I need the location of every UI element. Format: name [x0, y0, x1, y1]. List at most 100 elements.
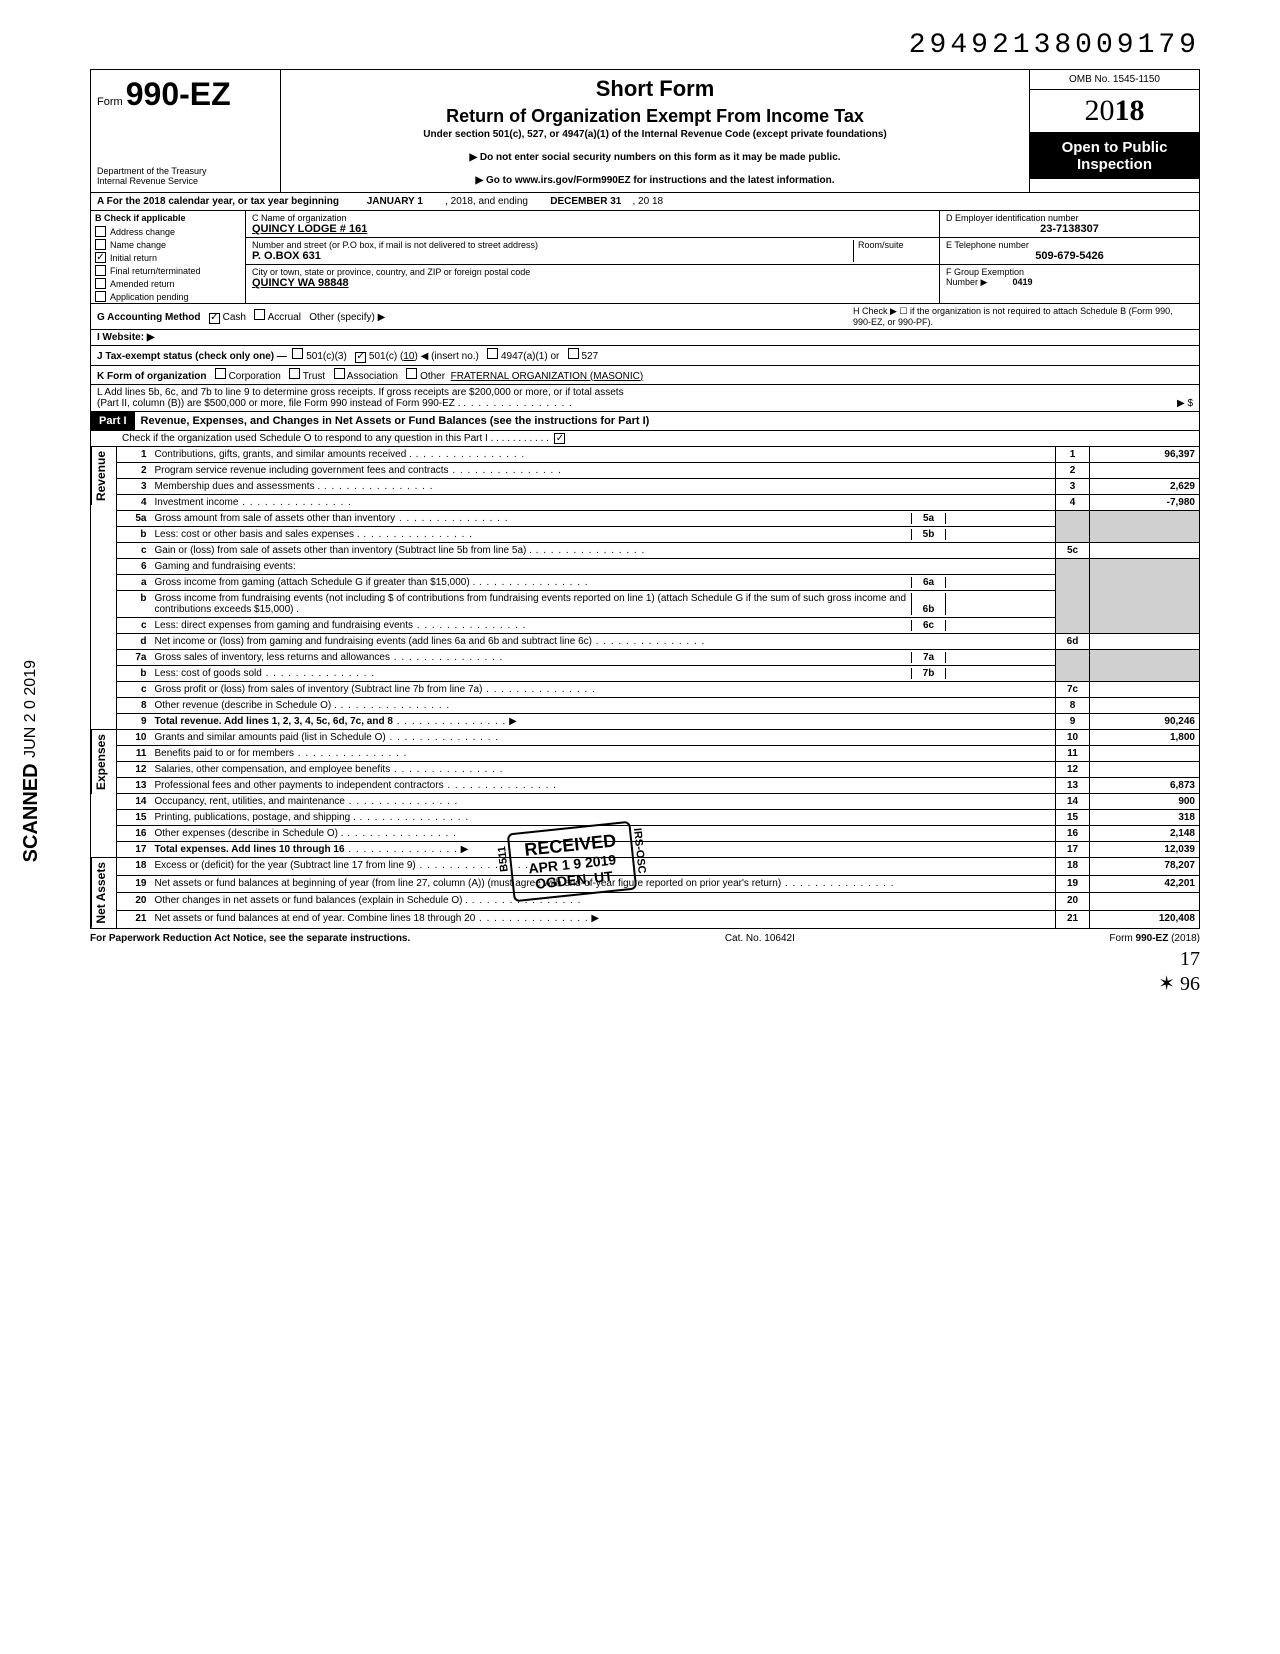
chk-application-pending[interactable]: Application pending [91, 290, 245, 303]
line-21: 21Net assets or fund balances at end of … [91, 910, 1200, 928]
page-footer: For Paperwork Reduction Act Notice, see … [90, 929, 1200, 948]
line-14: 14Occupancy, rent, utilities, and mainte… [91, 794, 1200, 810]
scanned-text: SCANNED [20, 763, 42, 862]
chk-name-change[interactable]: Name change [91, 238, 245, 251]
line-8: 8Other revenue (describe in Schedule O) … [91, 698, 1200, 714]
form-title: Return of Organization Exempt From Incom… [291, 106, 1019, 127]
chk-trust[interactable] [289, 368, 300, 379]
g-other: Other (specify) ▶ [309, 312, 385, 323]
line-19: 19Net assets or fund balances at beginni… [91, 875, 1200, 893]
part-i-badge: Part I [91, 412, 135, 430]
row-l-gross-receipts: L Add lines 5b, 6c, and 7b to line 9 to … [90, 385, 1200, 412]
j-insert-no: 10 [403, 351, 414, 362]
line-7b: bLess: cost of goods sold7b [91, 666, 1200, 682]
line-6d: dNet income or (loss) from gaming and fu… [91, 634, 1200, 650]
line-6c: cLess: direct expenses from gaming and f… [91, 618, 1200, 634]
chk-4947[interactable] [487, 348, 498, 359]
chk-cash[interactable]: ✓ [209, 313, 220, 324]
handwritten-96: ✶ 96 [90, 971, 1200, 996]
dept-line-2: Internal Revenue Service [97, 176, 274, 186]
col-b-checkboxes: B Check if applicable Address change Nam… [91, 211, 246, 303]
chk-final-return[interactable]: Final return/terminated [91, 264, 245, 277]
chk-amended-return[interactable]: Amended return [91, 277, 245, 290]
form-number: Form 990-EZ [97, 76, 274, 113]
line-11: 11Benefits paid to or for members11 [91, 746, 1200, 762]
line-1: Revenue 1Contributions, gifts, grants, a… [91, 447, 1200, 463]
scanned-date: JUN 2 0 2019 [22, 660, 39, 758]
line-5b: bLess: cost or other basis and sales exp… [91, 527, 1200, 543]
stamp-side-left: B511 [496, 846, 511, 873]
l-tail: ▶ $ [1177, 398, 1193, 409]
d-ein-label: D Employer identification number [946, 213, 1193, 223]
l-line1: L Add lines 5b, 6c, and 7b to line 9 to … [97, 387, 1193, 398]
line-5a: 5aGross amount from sale of assets other… [91, 511, 1200, 527]
row-g-h: G Accounting Method ✓ Cash Accrual Other… [90, 304, 1200, 330]
room-suite-label: Room/suite [853, 240, 933, 262]
chk-501c[interactable]: ✓ [355, 352, 366, 363]
received-stamp: B511 RECEIVED APR 1 9 2019 OGDEN, UT IRS… [507, 821, 638, 903]
footer-cat-no: Cat. No. 10642I [725, 933, 795, 944]
chk-assoc[interactable] [334, 368, 345, 379]
c-city-label: City or town, state or province, country… [252, 267, 933, 277]
line-6a: aGross income from gaming (attach Schedu… [91, 575, 1200, 591]
row-a-tax-year: A For the 2018 calendar year, or tax yea… [90, 193, 1200, 211]
chk-other-org[interactable] [406, 368, 417, 379]
line-15: 15Printing, publications, postage, and s… [91, 810, 1200, 826]
part-i-check-row: Check if the organization used Schedule … [90, 431, 1200, 448]
j-label: J Tax-exempt status (check only one) — [97, 351, 287, 362]
chk-schedule-o[interactable]: ✓ [554, 433, 565, 444]
k-label: K Form of organization [97, 371, 206, 382]
chk-corp[interactable] [215, 368, 226, 379]
row-k-form-org: K Form of organization Corporation Trust… [90, 366, 1200, 385]
omb-number: OMB No. 1545-1150 [1030, 70, 1199, 90]
g-label: G Accounting Method [97, 312, 201, 323]
scanned-stamp: SCANNED JUN 2 0 2019 [20, 660, 43, 862]
row-a-tail: , 20 18 [632, 196, 663, 207]
f-group-label: F Group Exemption [946, 267, 1024, 277]
part-i-header-row: Part I Revenue, Expenses, and Changes in… [90, 412, 1200, 431]
line-12: 12Salaries, other compensation, and empl… [91, 762, 1200, 778]
f-number-label: Number ▶ [946, 277, 987, 287]
line-9: 9Total revenue. Add lines 1, 2, 3, 4, 5c… [91, 714, 1200, 730]
c-street-label: Number and street (or P.O box, if mail i… [252, 240, 853, 250]
line-7c: cGross profit or (loss) from sales of in… [91, 682, 1200, 698]
chk-address-change[interactable]: Address change [91, 225, 245, 238]
line-20: 20Other changes in net assets or fund ba… [91, 893, 1200, 911]
h-schedule-b: H Check ▶ ☐ if the organization is not r… [853, 306, 1193, 327]
col-d-e-f: D Employer identification number 23-7138… [939, 211, 1199, 303]
dept-line-1: Department of the Treasury [97, 166, 274, 176]
i-label: I Website: ▶ [97, 332, 155, 343]
dots [463, 398, 573, 409]
phone-value: 509-679-5426 [946, 250, 1193, 262]
ein-value: 23-7138307 [946, 223, 1193, 235]
org-street: P. O.BOX 631 [252, 250, 853, 262]
form-number-big: 990-EZ [126, 76, 231, 112]
footer-right: Form 990-EZ (2018) [1109, 933, 1200, 944]
tax-year: 2018 [1030, 90, 1199, 133]
b-header: B Check if applicable [91, 211, 245, 225]
chk-initial-return[interactable]: ✓Initial return [91, 251, 245, 264]
part-i-title: Revenue, Expenses, and Changes in Net As… [135, 412, 1199, 430]
ssn-warning: ▶ Do not enter social security numbers o… [291, 152, 1019, 163]
short-form-label: Short Form [291, 76, 1019, 102]
line-16: 16Other expenses (describe in Schedule O… [91, 826, 1200, 842]
chk-accrual[interactable] [254, 309, 265, 320]
org-name: QUINCY LODGE # 161 [252, 223, 933, 235]
row-i-website: I Website: ▶ [90, 330, 1200, 346]
line-6b: bGross income from fundraising events (n… [91, 591, 1200, 618]
form-header: Form 990-EZ Department of the Treasury I… [90, 69, 1200, 193]
group-exemption-value: 0419 [1012, 277, 1032, 287]
line-2: 2Program service revenue including gover… [91, 463, 1200, 479]
irs-link-note: ▶ Go to www.irs.gov/Form990EZ for instru… [291, 175, 1019, 186]
chk-501c3[interactable] [292, 348, 303, 359]
line-3: 3Membership dues and assessments .32,629 [91, 479, 1200, 495]
form-subtitle: Under section 501(c), 527, or 4947(a)(1)… [291, 129, 1019, 140]
row-a-label: A For the 2018 calendar year, or tax yea… [97, 196, 339, 207]
line-4: 4Investment income4-7,980 [91, 495, 1200, 511]
treasury-dept: Department of the Treasury Internal Reve… [97, 166, 274, 186]
open-to-public: Open to Public Inspection [1030, 133, 1199, 179]
row-a-begin: JANUARY 1 [367, 196, 423, 207]
top-document-id: 29492138009179 [90, 30, 1200, 61]
chk-527[interactable] [568, 348, 579, 359]
line-13: 13Professional fees and other payments t… [91, 778, 1200, 794]
